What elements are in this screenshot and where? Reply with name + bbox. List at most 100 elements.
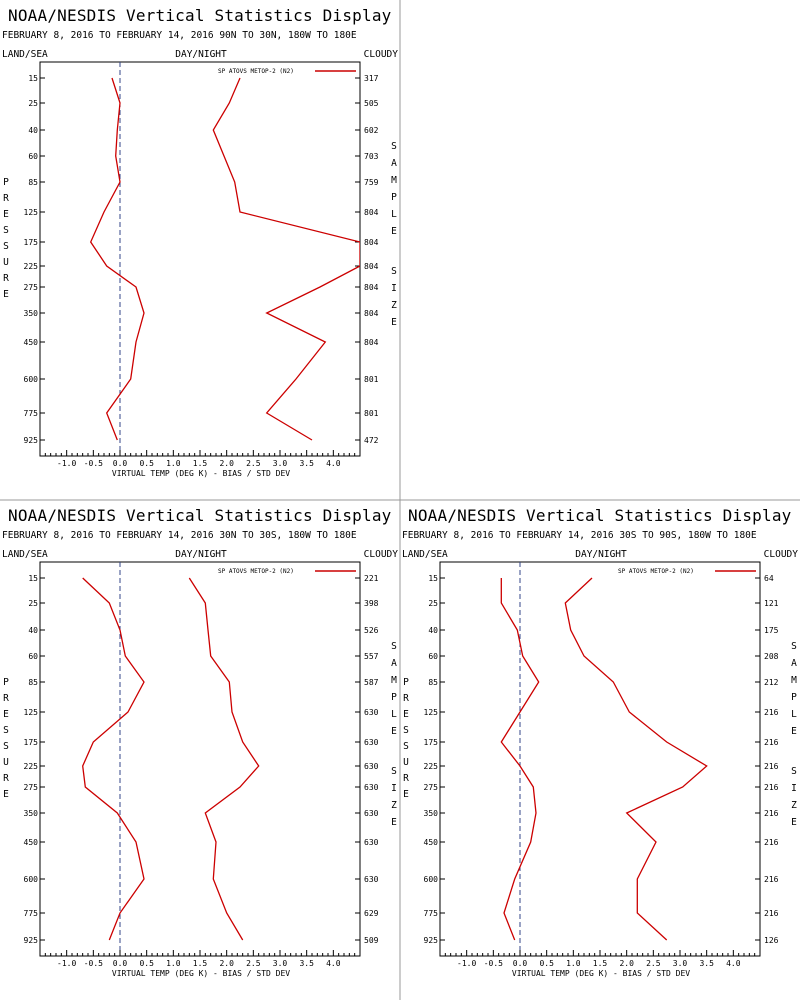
sample-size-label: 208: [764, 652, 779, 661]
x-tick-label: 1.5: [193, 459, 208, 468]
x-tick-label: 3.0: [273, 959, 288, 968]
x-tick-label: 0.0: [113, 459, 128, 468]
sample-axis-letter: S: [391, 641, 397, 652]
std-dev-series-line: [188, 577, 260, 941]
x-tick-label: 2.5: [246, 459, 261, 468]
pressure-label: 450: [424, 838, 439, 847]
x-tick-label: 0.5: [139, 459, 154, 468]
pressure-label: 225: [24, 762, 39, 771]
panel-subtitle: FEBRUARY 8, 2016 TO FEBRUARY 14, 2016 30…: [402, 530, 757, 541]
pressure-label: 60: [28, 652, 38, 661]
sample-size-label: 216: [764, 708, 779, 717]
pressure-label: 25: [28, 99, 38, 108]
pressure-axis-letter: R: [3, 693, 9, 704]
x-tick-label: -1.0: [457, 959, 476, 968]
sample-size-label: 801: [364, 409, 379, 418]
x-tick-label: 3.5: [699, 959, 714, 968]
sample-size-label: 630: [364, 762, 379, 771]
x-tick-label: -1.0: [57, 459, 76, 468]
pressure-label: 350: [24, 309, 39, 318]
sample-axis-letter: A: [391, 658, 397, 669]
x-tick-label: -0.5: [484, 959, 503, 968]
bias-series-line: [89, 77, 145, 441]
pressure-label: 175: [24, 738, 39, 747]
panel-title: NOAA/NESDIS Vertical Statistics Display: [8, 506, 392, 525]
pressure-label: 450: [24, 338, 39, 347]
sample-size-label: 804: [364, 208, 379, 217]
panel-subtitle: FEBRUARY 8, 2016 TO FEBRUARY 14, 2016 30…: [2, 530, 357, 541]
std-dev-series-line: [564, 577, 708, 941]
pressure-label: 15: [428, 574, 438, 583]
sample-axis-letter: M: [791, 675, 797, 686]
sample-size-label: 801: [364, 375, 379, 384]
pressure-axis-letter: E: [3, 709, 9, 720]
pressure-axis-letter: U: [3, 257, 9, 268]
legend-label: SP ATOVS METOP-2 (N2): [618, 568, 694, 575]
sample-size-label: 64: [764, 574, 774, 583]
x-tick-label: 1.0: [566, 959, 581, 968]
x-tick-label: 3.5: [299, 459, 314, 468]
panel-north: NOAA/NESDIS Vertical Statistics Display F…: [2, 6, 398, 478]
sample-size-label: 216: [764, 738, 779, 747]
pressure-label: 600: [24, 875, 39, 884]
size-axis-letter: S: [391, 766, 397, 777]
x-tick-label: 2.0: [219, 459, 234, 468]
panel-south: NOAA/NESDIS Vertical Statistics Display F…: [402, 506, 798, 978]
pressure-label: 775: [424, 909, 439, 918]
x-tick-label: 2.5: [246, 959, 261, 968]
pressure-label: 275: [424, 783, 439, 792]
pressure-label: 15: [28, 74, 38, 83]
pressure-label: 275: [24, 283, 39, 292]
sample-axis-letter: E: [791, 726, 797, 737]
sample-axis-letter: E: [391, 726, 397, 737]
pressure-axis-letter: E: [403, 789, 409, 800]
pressure-label: 350: [424, 809, 439, 818]
panel-title: NOAA/NESDIS Vertical Statistics Display: [408, 506, 792, 525]
pressure-axis-letter: P: [403, 677, 409, 688]
sample-size-label: 630: [364, 875, 379, 884]
size-axis-letter: I: [391, 783, 397, 794]
pressure-label: 125: [24, 708, 39, 717]
sample-axis-letter: L: [391, 209, 397, 220]
sample-size-label: 398: [364, 599, 379, 608]
panel-title: NOAA/NESDIS Vertical Statistics Display: [8, 6, 392, 25]
day-night-header: DAY/NIGHT: [175, 549, 227, 560]
x-tick-label: 3.0: [673, 959, 688, 968]
pressure-axis-letter: P: [3, 177, 9, 188]
pressure-axis-letter: S: [403, 725, 409, 736]
pressure-label: 125: [424, 708, 439, 717]
sample-size-label: 317: [364, 74, 379, 83]
size-axis-letter: E: [391, 317, 397, 328]
pressure-label: 60: [428, 652, 438, 661]
size-axis-letter: I: [391, 283, 397, 294]
sample-axis-letter: E: [391, 226, 397, 237]
pressure-label: 175: [24, 238, 39, 247]
sample-axis-letter: A: [791, 658, 797, 669]
x-tick-label: 1.5: [593, 959, 608, 968]
sample-axis-letter: S: [391, 141, 397, 152]
sample-size-label: 126: [764, 936, 779, 945]
sample-size-label: 212: [764, 678, 779, 687]
pressure-label: 775: [24, 909, 39, 918]
pressure-label: 925: [24, 936, 39, 945]
panel-subtitle: FEBRUARY 8, 2016 TO FEBRUARY 14, 2016 90…: [2, 30, 357, 41]
pressure-label: 25: [428, 599, 438, 608]
sample-size-label: 804: [364, 283, 379, 292]
pressure-label: 40: [28, 126, 38, 135]
sample-size-label: 216: [764, 909, 779, 918]
sample-size-label: 804: [364, 262, 379, 271]
sample-size-label: 804: [364, 309, 379, 318]
pressure-axis-letter: E: [3, 289, 9, 300]
sample-size-label: 505: [364, 99, 379, 108]
size-axis-letter: I: [791, 783, 797, 794]
land-sea-header: LAND/SEA: [2, 549, 48, 560]
sample-size-label: 630: [364, 708, 379, 717]
pressure-label: 225: [424, 762, 439, 771]
pressure-axis-letter: E: [3, 789, 9, 800]
pressure-label: 85: [428, 678, 438, 687]
pressure-axis-letter: R: [3, 273, 9, 284]
legend-label: SP ATOVS METOP-2 (N2): [218, 68, 294, 75]
sample-axis-letter: P: [391, 192, 397, 203]
plot-frame: [39, 561, 361, 957]
